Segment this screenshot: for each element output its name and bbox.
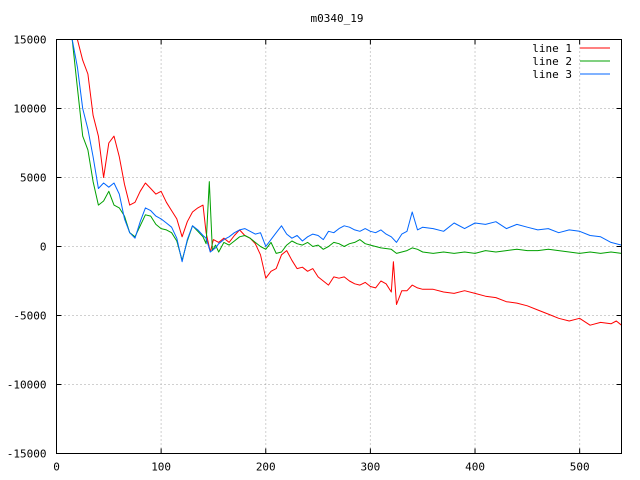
x-tick-label: 300 — [360, 461, 380, 474]
tick-layer: 0 100 200 300 400 500 -15000 -10000 -5000 0 5000 10… — [7, 34, 622, 474]
grid-layer — [56, 39, 622, 454]
y-tick-label: 0 — [40, 241, 47, 254]
series-layer — [71, 39, 622, 326]
x-tick-label: 200 — [256, 461, 276, 474]
x-tick-label: 100 — [151, 461, 171, 474]
series-line-2 — [71, 39, 622, 261]
y-tick-label: -5000 — [13, 310, 46, 323]
legend-label-line-3: line 3 — [532, 68, 572, 81]
y-tick-label: -15000 — [7, 448, 47, 461]
plot-frame — [56, 39, 622, 454]
chart-title: m0340_19 — [311, 12, 364, 25]
y-tick-label: 15000 — [13, 34, 46, 47]
x-tick-label: 500 — [570, 461, 590, 474]
series-line-1 — [72, 39, 622, 326]
x-tick-label: 400 — [465, 461, 485, 474]
legend-label-line-1: line 1 — [532, 42, 572, 55]
y-tick-label: -10000 — [7, 379, 47, 392]
x-tick-label: 0 — [53, 461, 60, 474]
series-line-3 — [71, 39, 622, 263]
y-tick-label: 5000 — [20, 172, 47, 185]
y-tick-label: 10000 — [13, 103, 46, 116]
legend-label-line-2: line 2 — [532, 55, 572, 68]
